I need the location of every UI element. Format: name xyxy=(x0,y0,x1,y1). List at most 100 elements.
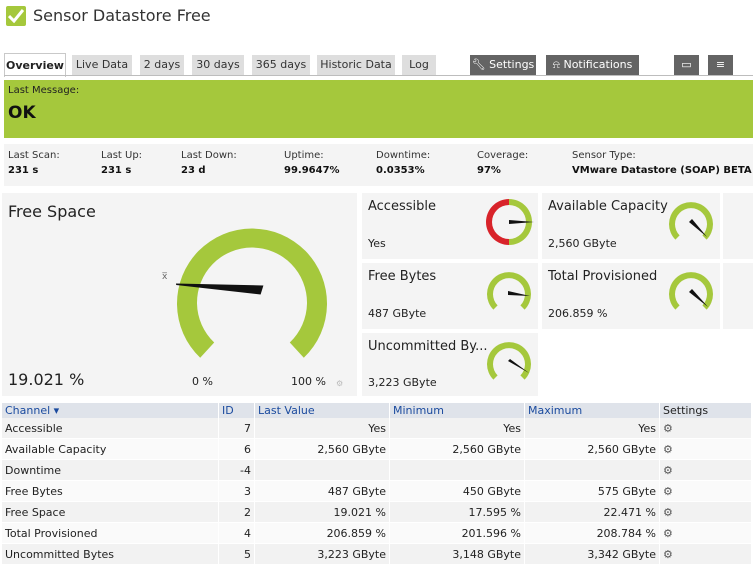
gauge-placeholder xyxy=(723,193,753,259)
gauge-value: 3,223 GByte xyxy=(368,376,437,389)
minimum-value: 201.596 % xyxy=(389,522,525,544)
last-value xyxy=(254,459,390,481)
channel-id: 2 xyxy=(218,501,255,523)
last-message-bar: Last Message: OK xyxy=(4,80,753,138)
channel-id: 3 xyxy=(218,480,255,502)
minimum-value: Yes xyxy=(389,418,525,439)
bell-icon: ⍾ xyxy=(552,58,560,71)
gauge-value: 487 GByte xyxy=(368,307,427,320)
last-message-text: OK xyxy=(8,103,36,123)
channel-id: 6 xyxy=(218,438,255,460)
row-settings-icon[interactable]: ⚙ xyxy=(659,543,752,565)
page-title: Sensor Datastore Free xyxy=(33,6,211,25)
gauge-uncommitted-bytes[interactable]: Uncommitted By... 3,223 GByte xyxy=(362,333,538,396)
last-value: 3,223 GByte xyxy=(254,543,390,565)
free-bytes-dial xyxy=(487,272,531,310)
maximum-value: 575 GByte xyxy=(524,480,660,502)
col-last-value[interactable]: Last Value xyxy=(254,403,390,418)
gauge-value: 206.859 % xyxy=(548,307,608,320)
row-settings-icon[interactable]: ⚙ xyxy=(659,459,752,481)
tab-30-days[interactable]: 30 days xyxy=(192,55,244,75)
gauge-available-capacity[interactable]: Available Capacity 2,560 GByte xyxy=(542,193,720,259)
table-row[interactable]: Accessible 7 Yes Yes Yes ⚙ xyxy=(2,418,752,439)
col-maximum[interactable]: Maximum xyxy=(524,403,660,418)
channel-name: Accessible xyxy=(2,418,219,439)
dial-arc xyxy=(177,228,327,358)
dial-needle xyxy=(176,283,264,295)
details-button[interactable]: ≡ xyxy=(708,55,733,75)
channel-id: 7 xyxy=(218,418,255,439)
gauge-value: 19.021 % xyxy=(8,370,85,389)
table-row[interactable]: Free Bytes 3 487 GByte 450 GByte 575 GByte ⚙ xyxy=(2,480,752,502)
row-settings-icon[interactable]: ⚙ xyxy=(659,522,752,544)
table-row[interactable]: Downtime -4 ⚙ xyxy=(2,459,752,481)
tab-log[interactable]: Log xyxy=(402,55,436,75)
gauge-total-provisioned[interactable]: Total Provisioned 206.859 % xyxy=(542,263,720,329)
stat-value: VMware Datastore (SOAP) BETA xyxy=(572,165,752,176)
stat-label: Last Down: xyxy=(181,150,237,161)
maximum-value: 22.471 % xyxy=(524,501,660,523)
maximum-value: 208.784 % xyxy=(524,522,660,544)
tab-historic-data[interactable]: Historic Data xyxy=(317,55,395,75)
gauge-free-space[interactable]: Free Space x̅ 19.021 % 0 % 100 % ⚙ xyxy=(2,193,357,396)
stat-label: Coverage: xyxy=(477,150,529,161)
channel-id: -4 xyxy=(218,459,255,481)
settings-button[interactable]: 🔧︎ Settings xyxy=(470,55,536,75)
table-row[interactable]: Uncommitted Bytes 5 3,223 GByte 3,148 GByte… xyxy=(2,543,752,565)
table-header: Channel ▾ ID Last Value Minimum Maximum … xyxy=(2,403,752,418)
tab-365-days[interactable]: 365 days xyxy=(252,55,310,75)
gauge-title: Free Bytes xyxy=(368,269,437,284)
gauge-placeholder xyxy=(723,263,753,329)
gauge-title: Free Space xyxy=(8,202,96,221)
last-message-label: Last Message: xyxy=(8,85,80,96)
channel-name: Available Capacity xyxy=(2,438,219,460)
gauge-accessible[interactable]: Accessible Yes xyxy=(362,193,538,259)
gauge-title: Available Capacity xyxy=(548,199,668,214)
notifications-button-label: Notifications xyxy=(563,58,633,71)
settings-button-label: Settings xyxy=(489,58,535,71)
stat-value: 0.0353% xyxy=(376,165,425,176)
row-settings-icon[interactable]: ⚙ xyxy=(659,418,752,439)
stat-value: 99.9647% xyxy=(284,165,340,176)
available-capacity-dial xyxy=(669,202,713,240)
uncommitted-dial xyxy=(487,342,531,380)
channel-table: Channel ▾ ID Last Value Minimum Maximum … xyxy=(2,403,752,565)
stat-value: 23 d xyxy=(181,165,206,176)
channel-id: 5 xyxy=(218,543,255,565)
minimum-value: 2,560 GByte xyxy=(389,438,525,460)
gauge-min-label: 0 % xyxy=(192,375,213,388)
maximum-value: 2,560 GByte xyxy=(524,438,660,460)
col-id[interactable]: ID xyxy=(218,403,255,418)
tab-live-data[interactable]: Live Data xyxy=(72,55,132,75)
channel-id: 4 xyxy=(218,522,255,544)
col-channel[interactable]: Channel ▾ xyxy=(2,403,219,418)
gauge-free-bytes[interactable]: Free Bytes 487 GByte xyxy=(362,263,538,329)
last-value: Yes xyxy=(254,418,390,439)
channel-name: Total Provisioned xyxy=(2,522,219,544)
comment-button[interactable]: ▭ xyxy=(674,55,699,75)
wrench-icon: 🔧︎ xyxy=(471,58,486,71)
col-minimum[interactable]: Minimum xyxy=(389,403,525,418)
gauge-settings-icon[interactable]: ⚙ xyxy=(336,379,344,388)
total-provisioned-dial xyxy=(669,272,713,310)
minimum-value: 450 GByte xyxy=(389,480,525,502)
gauge-max-label: 100 % xyxy=(291,375,326,388)
tab-divider xyxy=(4,75,753,76)
row-settings-icon[interactable]: ⚙ xyxy=(659,480,752,502)
gauge-value: 2,560 GByte xyxy=(548,237,617,250)
channel-name: Downtime xyxy=(2,459,219,481)
row-settings-icon[interactable]: ⚙ xyxy=(659,501,752,523)
channel-name: Free Space xyxy=(2,501,219,523)
table-row[interactable]: Available Capacity 6 2,560 GByte 2,560 GByt… xyxy=(2,438,752,460)
minimum-value: 3,148 GByte xyxy=(389,543,525,565)
stat-label: Last Up: xyxy=(101,150,143,161)
notifications-button[interactable]: ⍾ Notifications xyxy=(546,55,639,75)
tab-overview[interactable]: Overview xyxy=(4,53,66,77)
maximum-value: 3,342 GByte xyxy=(524,543,660,565)
row-settings-icon[interactable]: ⚙ xyxy=(659,438,752,460)
gauge-title: Uncommitted By... xyxy=(368,339,488,354)
status-ok-icon xyxy=(6,6,26,26)
tab-2-days[interactable]: 2 days xyxy=(140,55,184,75)
table-row[interactable]: Total Provisioned 4 206.859 % 201.596 % 208.… xyxy=(2,522,752,544)
table-row[interactable]: Free Space 2 19.021 % 17.595 % 22.471 % ⚙ xyxy=(2,501,752,523)
